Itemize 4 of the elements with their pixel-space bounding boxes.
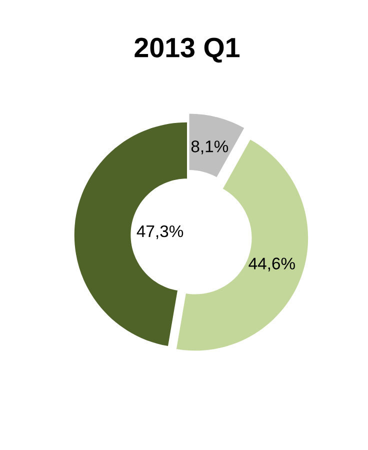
chart-title: 2013 Q1 bbox=[134, 38, 240, 63]
data-label: 44,6% bbox=[248, 258, 295, 272]
data-label: 8,1% bbox=[191, 140, 228, 154]
data-label: 47,3% bbox=[136, 225, 184, 240]
